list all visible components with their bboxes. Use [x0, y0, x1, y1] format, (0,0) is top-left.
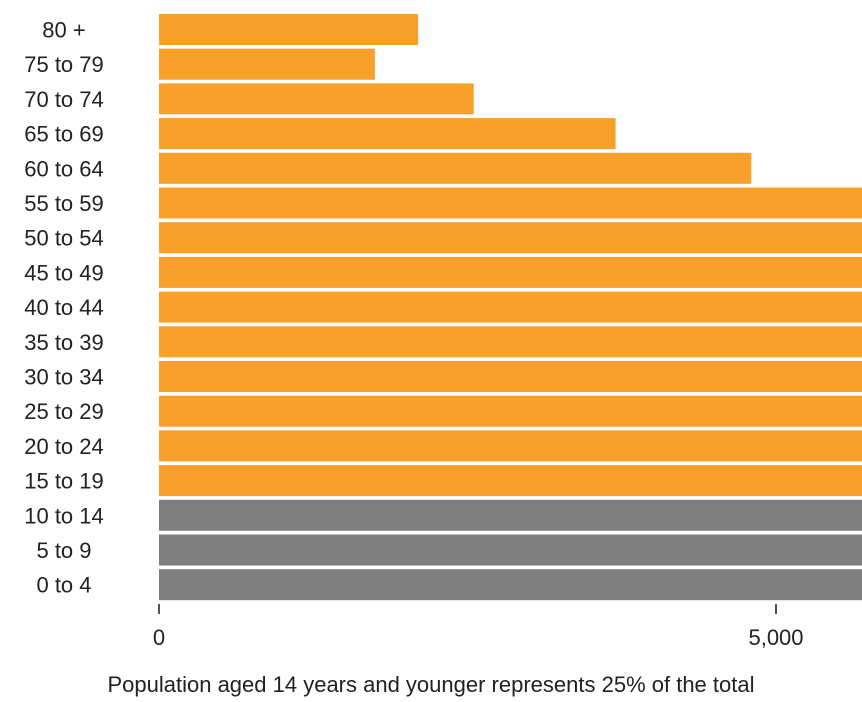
category-label: 40 to 44	[24, 295, 104, 320]
bar-30-to-34	[159, 361, 862, 392]
bar-50-to-54	[159, 222, 862, 254]
bar-35-to-39	[159, 326, 862, 358]
category-label: 5 to 9	[36, 538, 91, 563]
chart-caption: Population aged 14 years and younger rep…	[107, 672, 755, 697]
category-label: 0 to 4	[36, 573, 91, 598]
category-label: 10 to 14	[24, 503, 104, 528]
bar-5-to-9	[159, 534, 862, 566]
bar-80	[159, 14, 419, 45]
category-label: 70 to 74	[24, 87, 104, 112]
bar-25-to-29	[159, 395, 862, 427]
bar-45-to-49	[159, 256, 862, 288]
x-tick-label: 5,000	[748, 625, 803, 650]
bar-20-to-24	[159, 430, 862, 462]
bar-70-to-74	[159, 83, 474, 115]
bars-group	[159, 14, 862, 601]
category-label: 80 +	[42, 18, 85, 43]
category-label: 30 to 34	[24, 365, 104, 390]
category-labels: 80 + 75 to 79 70 to 74 65 to 69 60 to 64 55 t…	[24, 18, 104, 598]
category-label: 45 to 49	[24, 260, 104, 285]
category-label: 55 to 59	[24, 191, 104, 216]
category-label: 20 to 24	[24, 434, 104, 459]
population-bar-chart: 80 + 75 to 79 70 to 74 65 to 69 60 to 64 55 t…	[24, 14, 862, 650]
bar-15-to-19	[159, 465, 862, 497]
category-label: 50 to 54	[24, 226, 104, 251]
category-label: 65 to 69	[24, 122, 104, 147]
bar-60-to-64	[159, 152, 752, 184]
x-tick-label: 0	[153, 625, 165, 650]
bar-40-to-44	[159, 291, 862, 323]
bar-10-to-14	[159, 499, 862, 531]
category-label: 15 to 19	[24, 469, 104, 494]
bar-75-to-79	[159, 48, 375, 80]
category-label: 25 to 29	[24, 399, 104, 424]
bar-65-to-69	[159, 118, 616, 150]
category-label: 75 to 79	[24, 52, 104, 77]
bar-55-to-59	[159, 187, 862, 219]
bar-0-to-4	[159, 569, 862, 601]
category-label: 60 to 64	[24, 156, 104, 181]
category-label: 35 to 39	[24, 330, 104, 355]
x-axis: 05,00010,000	[153, 604, 804, 650]
